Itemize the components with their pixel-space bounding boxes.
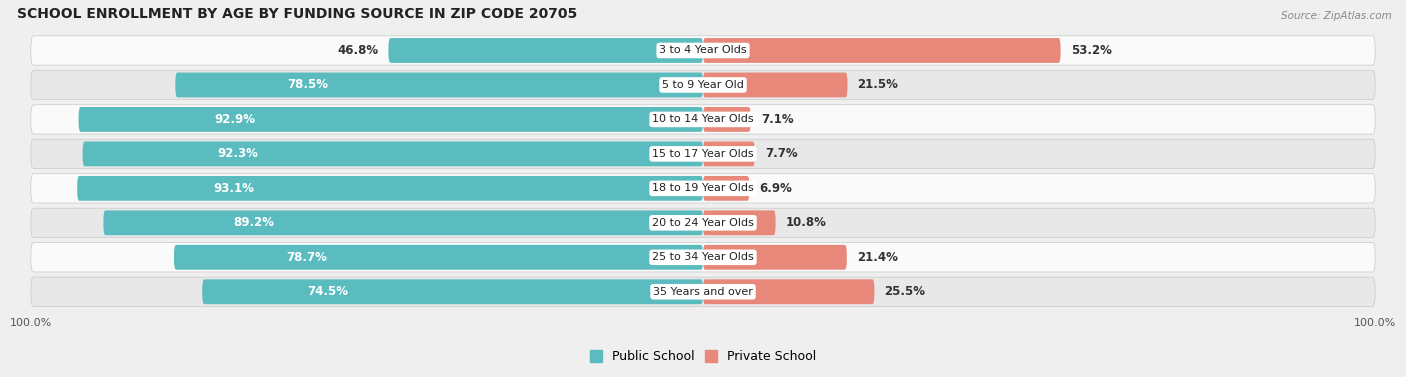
Text: 25 to 34 Year Olds: 25 to 34 Year Olds xyxy=(652,252,754,262)
Text: 21.4%: 21.4% xyxy=(856,251,898,264)
FancyBboxPatch shape xyxy=(703,210,776,235)
Text: 92.3%: 92.3% xyxy=(218,147,259,160)
Text: 18 to 19 Year Olds: 18 to 19 Year Olds xyxy=(652,183,754,193)
Text: 74.5%: 74.5% xyxy=(307,285,347,298)
Text: 6.9%: 6.9% xyxy=(759,182,793,195)
Text: 10 to 14 Year Olds: 10 to 14 Year Olds xyxy=(652,114,754,124)
FancyBboxPatch shape xyxy=(31,105,1375,134)
FancyBboxPatch shape xyxy=(703,245,846,270)
Text: 78.7%: 78.7% xyxy=(285,251,326,264)
Text: 3 to 4 Year Olds: 3 to 4 Year Olds xyxy=(659,46,747,55)
FancyBboxPatch shape xyxy=(703,72,848,97)
FancyBboxPatch shape xyxy=(77,176,703,201)
Text: 20 to 24 Year Olds: 20 to 24 Year Olds xyxy=(652,218,754,228)
FancyBboxPatch shape xyxy=(104,210,703,235)
FancyBboxPatch shape xyxy=(176,72,703,97)
FancyBboxPatch shape xyxy=(31,139,1375,169)
FancyBboxPatch shape xyxy=(31,174,1375,203)
Text: 78.5%: 78.5% xyxy=(287,78,328,92)
Text: 93.1%: 93.1% xyxy=(214,182,254,195)
FancyBboxPatch shape xyxy=(703,176,749,201)
Text: 89.2%: 89.2% xyxy=(233,216,274,229)
FancyBboxPatch shape xyxy=(174,245,703,270)
FancyBboxPatch shape xyxy=(31,36,1375,65)
FancyBboxPatch shape xyxy=(703,279,875,304)
FancyBboxPatch shape xyxy=(703,107,751,132)
Text: 92.9%: 92.9% xyxy=(214,113,254,126)
Text: 53.2%: 53.2% xyxy=(1071,44,1112,57)
FancyBboxPatch shape xyxy=(703,141,755,166)
Legend: Public School, Private School: Public School, Private School xyxy=(585,345,821,368)
FancyBboxPatch shape xyxy=(83,141,703,166)
Text: 7.7%: 7.7% xyxy=(765,147,797,160)
Text: Source: ZipAtlas.com: Source: ZipAtlas.com xyxy=(1281,11,1392,21)
Text: 5 to 9 Year Old: 5 to 9 Year Old xyxy=(662,80,744,90)
Text: 25.5%: 25.5% xyxy=(884,285,925,298)
Text: 7.1%: 7.1% xyxy=(761,113,793,126)
FancyBboxPatch shape xyxy=(703,38,1060,63)
FancyBboxPatch shape xyxy=(31,277,1375,307)
Text: 21.5%: 21.5% xyxy=(858,78,898,92)
Text: 46.8%: 46.8% xyxy=(337,44,378,57)
FancyBboxPatch shape xyxy=(31,70,1375,100)
Text: SCHOOL ENROLLMENT BY AGE BY FUNDING SOURCE IN ZIP CODE 20705: SCHOOL ENROLLMENT BY AGE BY FUNDING SOUR… xyxy=(17,7,578,21)
FancyBboxPatch shape xyxy=(79,107,703,132)
Text: 35 Years and over: 35 Years and over xyxy=(652,287,754,297)
FancyBboxPatch shape xyxy=(202,279,703,304)
Text: 15 to 17 Year Olds: 15 to 17 Year Olds xyxy=(652,149,754,159)
Text: 10.8%: 10.8% xyxy=(786,216,827,229)
FancyBboxPatch shape xyxy=(31,208,1375,238)
FancyBboxPatch shape xyxy=(31,243,1375,272)
FancyBboxPatch shape xyxy=(388,38,703,63)
